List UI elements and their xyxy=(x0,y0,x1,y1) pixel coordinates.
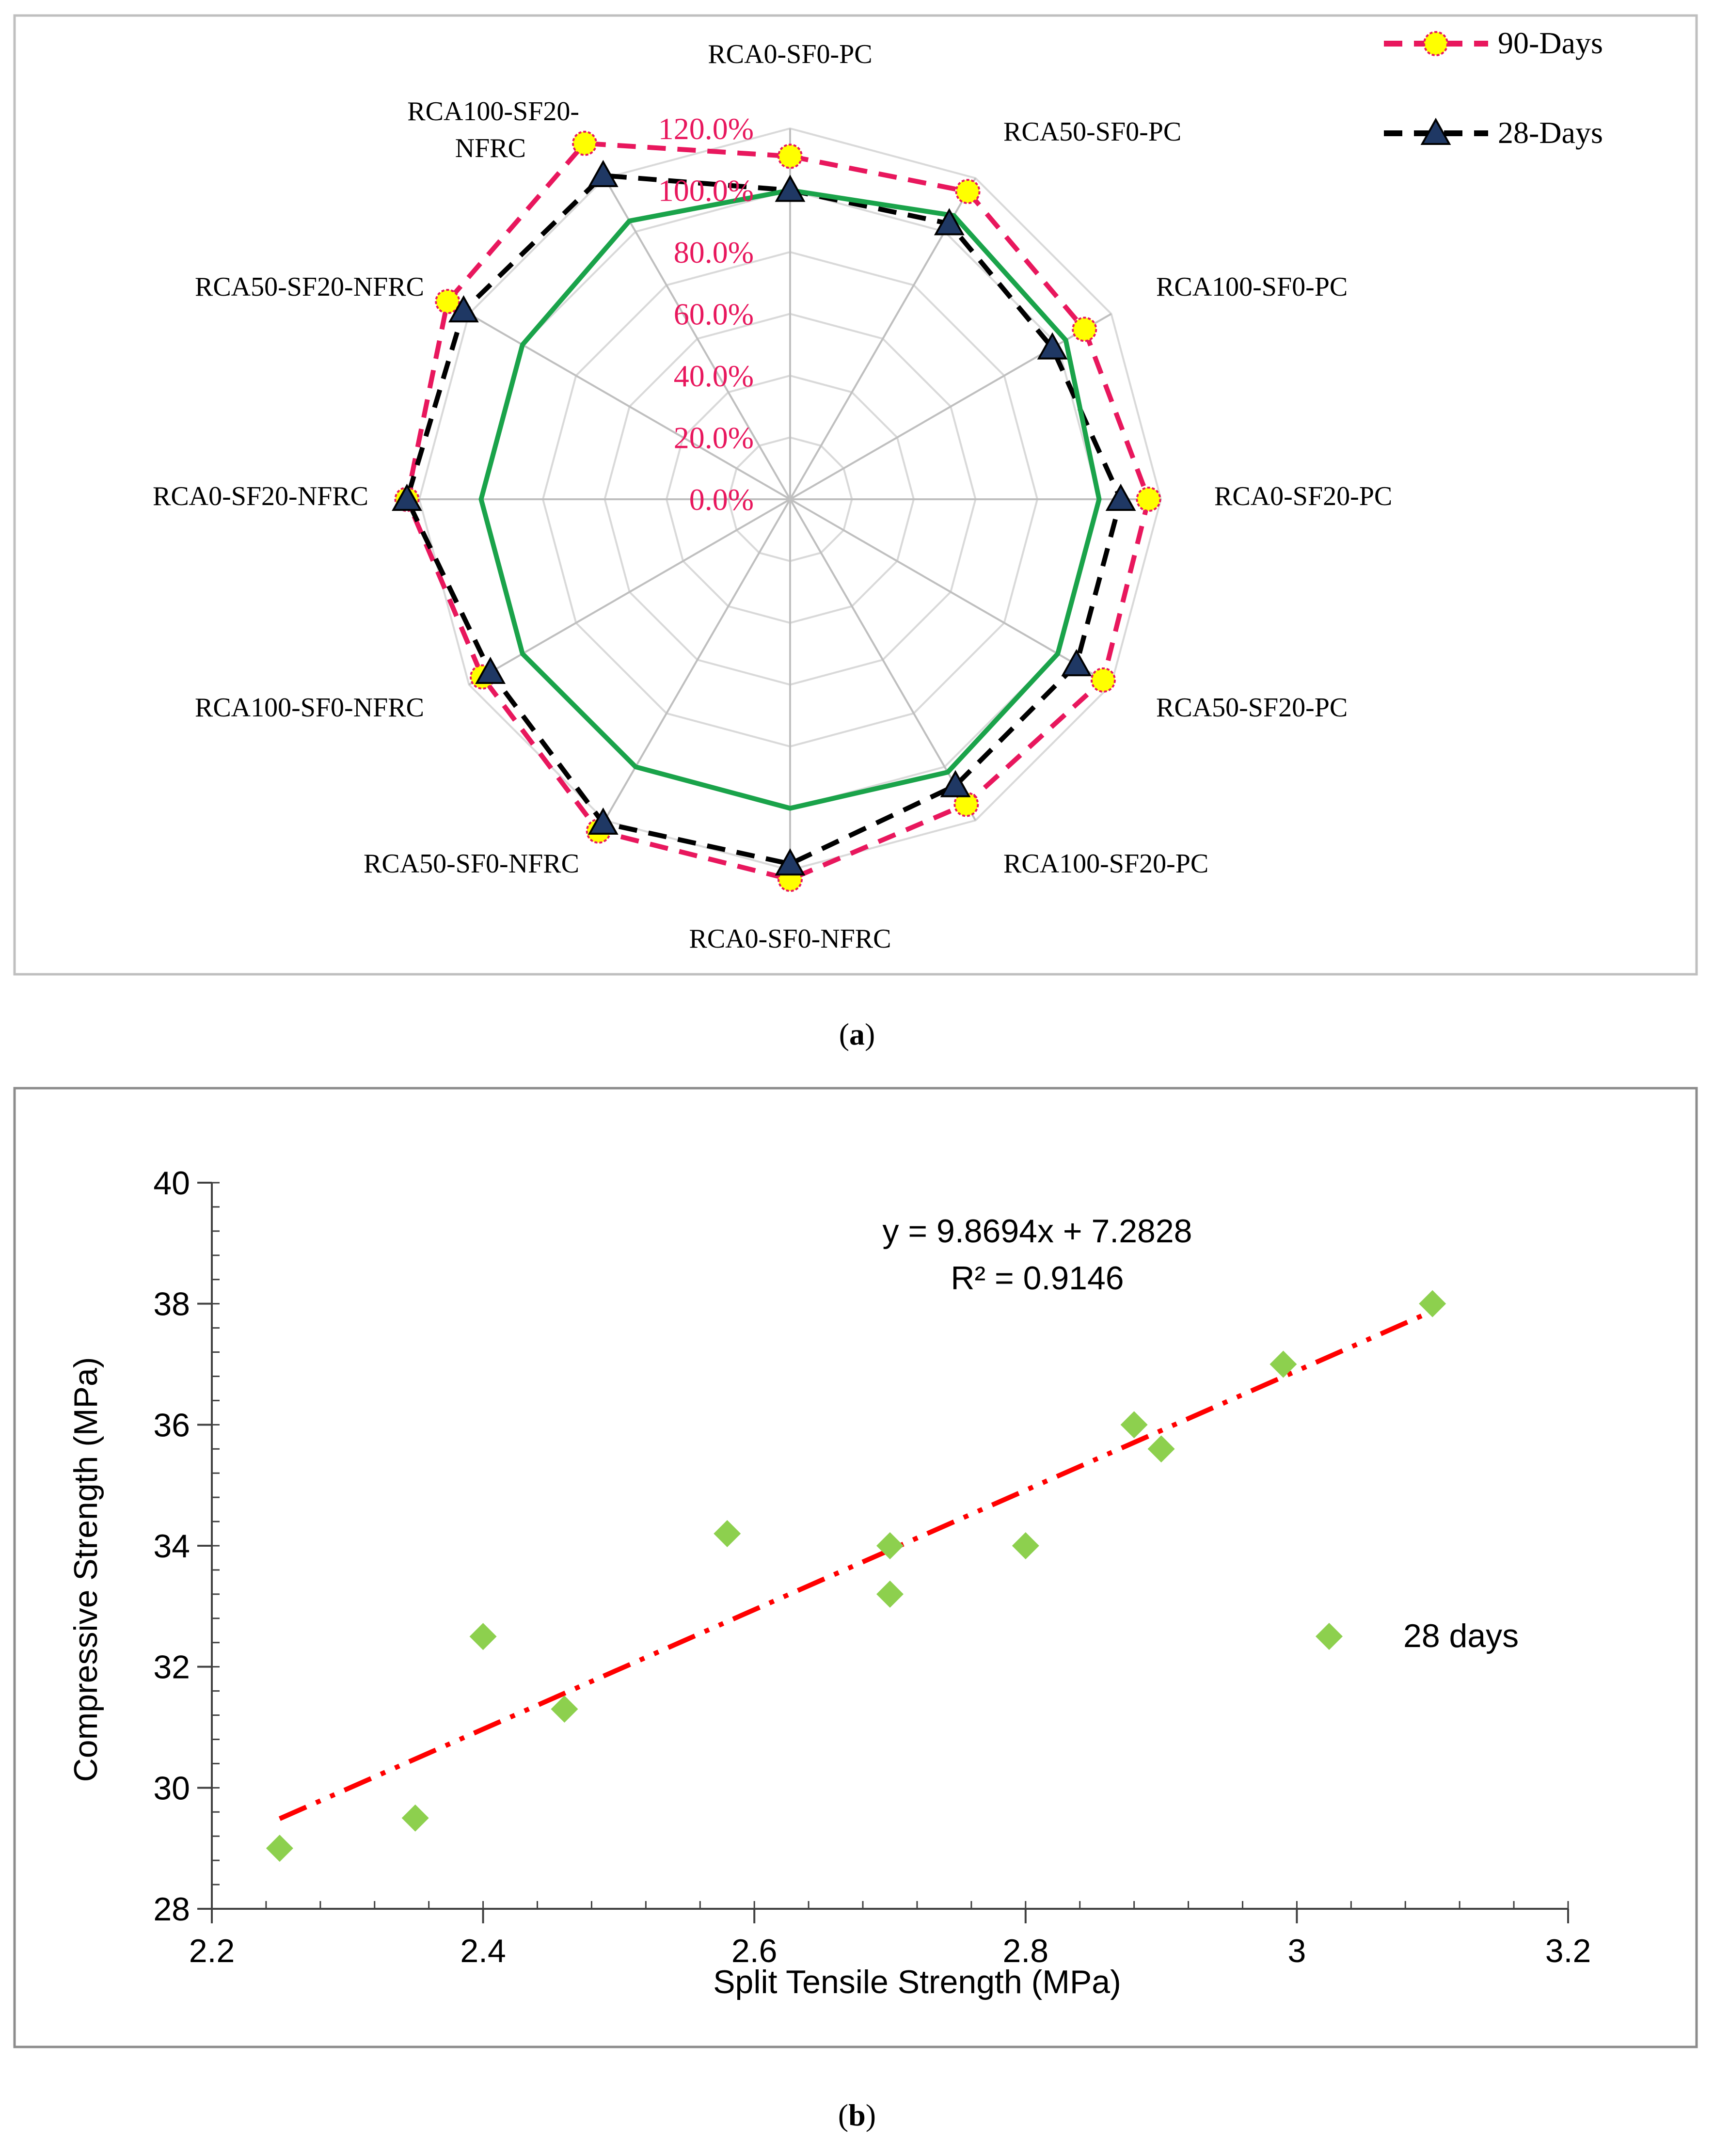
axis-label-rca50-sf20-nfrc: RCA50-SF20-NFRC xyxy=(195,272,424,302)
y-axis-title: Compressive Strength (MPa) xyxy=(67,1357,104,1782)
axis-label-rca100-sf0-pc: RCA100-SF0-PC xyxy=(1156,272,1348,302)
y-tick-label: 40 xyxy=(153,1165,190,1202)
legend-label-90-days: 90-Days xyxy=(1498,26,1603,60)
caption-b: (b) xyxy=(838,2098,876,2132)
x-tick-label: 2.6 xyxy=(731,1933,778,1969)
marker-28-days-rca50-sf0-nfrc xyxy=(587,807,619,835)
marker-90-days-rca0-sf20-pc xyxy=(1136,487,1161,512)
radar-chart: 0.0% 20.0% 40.0% 60.0% 80.0% 100.0% 120.0% RCA0… xyxy=(153,39,1392,954)
axis-label-rca100-sf20-nfrc: RCA100-SF20- xyxy=(407,96,579,127)
x-axis-title: Split Tensile Strength (MPa) xyxy=(713,1964,1121,2000)
legend-marker-90-days xyxy=(1423,31,1448,56)
scatter-legend: 28 days xyxy=(1316,1617,1519,1654)
radar-chart-frame xyxy=(13,14,1698,976)
axis-label-rca100-sf20-pc: RCA100-SF20-PC xyxy=(1003,849,1208,879)
y-tick-label: 38 xyxy=(153,1286,190,1323)
marker-28-days-rca50-sf20-nfrc xyxy=(448,295,479,323)
marker-90-days-rca0-sf0-pc xyxy=(778,143,803,169)
axis-label-rca0-sf20-nfrc: RCA0-SF20-NFRC xyxy=(153,481,368,511)
radar-tick-label: 40.0% xyxy=(674,359,754,393)
radar-tick-label: 0.0% xyxy=(689,482,754,517)
axis-label-rca50-sf0-nfrc: RCA50-SF0-NFRC xyxy=(364,849,579,879)
axis-label-rca0-sf0-pc: RCA0-SF0-PC xyxy=(708,39,872,69)
y-tick-label: 32 xyxy=(153,1649,190,1686)
y-tick-label: 28 xyxy=(153,1891,190,1928)
caption-a: (a) xyxy=(839,1017,875,1051)
marker-90-days-rca50-sf20-pc xyxy=(1090,667,1116,693)
radar-tick-label: 100.0% xyxy=(658,174,754,208)
axis-label-rca0-sf20-pc: RCA0-SF20-PC xyxy=(1214,481,1392,511)
legend-item-28-days: 28-Days xyxy=(1384,115,1603,150)
marker-28-days-rca50-sf20-pc xyxy=(1061,649,1092,677)
axis-label-rca100-sf0-nfrc: RCA100-SF0-NFRC xyxy=(195,693,424,723)
scatter-chart: 28 30 32 34 36 38 40 2.2 2.4 2.6 2.8 3 3.2 xyxy=(153,1165,1591,1969)
marker-28-days-rca0-sf0-pc xyxy=(775,174,806,202)
radar-spoke-rca100-sf20-pc xyxy=(789,498,977,821)
radar-tick-label: 60.0% xyxy=(674,297,754,332)
legend-marker-28-days xyxy=(1420,117,1451,145)
data-point xyxy=(469,1623,497,1650)
marker-90-days-rca100-sf0-pc xyxy=(1072,317,1097,342)
axis-label-rca100-sf20-nfrc: NFRC xyxy=(455,133,526,163)
data-point xyxy=(1270,1350,1297,1378)
x-tick-label: 3.2 xyxy=(1545,1933,1591,1969)
data-point xyxy=(1120,1411,1148,1439)
data-point xyxy=(1012,1532,1039,1559)
data-point xyxy=(401,1804,429,1832)
data-point xyxy=(714,1520,741,1548)
marker-28-days-rca50-sf0-pc xyxy=(934,208,965,236)
data-point xyxy=(1147,1435,1175,1463)
radar-tick-label: 80.0% xyxy=(674,235,754,270)
x-tick-label: 3 xyxy=(1287,1933,1306,1969)
data-point xyxy=(876,1532,904,1559)
legend-label-28-days: 28-Days xyxy=(1498,115,1603,150)
data-point xyxy=(1419,1290,1446,1317)
marker-28-days-rca0-sf0-nfrc xyxy=(775,848,806,876)
caption-b-letter: b xyxy=(848,2098,866,2132)
marker-28-days-rca0-sf20-pc xyxy=(1105,483,1136,511)
marker-90-days-rca100-sf20-nfrc xyxy=(572,130,598,156)
legend-label-28-days-scatter: 28 days xyxy=(1403,1617,1519,1654)
axis-label-rca50-sf0-pc: RCA50-SF0-PC xyxy=(1003,117,1181,147)
radar-legend: 90-Days 28-Days xyxy=(1384,26,1603,150)
marker-28-days-rca0-sf20-nfrc xyxy=(392,483,422,511)
axis-label-rca50-sf20-pc: RCA50-SF20-PC xyxy=(1156,693,1348,723)
r-squared-label: R² = 0.9146 xyxy=(951,1260,1124,1297)
axis-label-rca0-sf0-nfrc: RCA0-SF0-NFRC xyxy=(689,924,891,954)
scatter-chart-frame xyxy=(13,1087,1698,2048)
radar-tick-label: 120.0% xyxy=(658,111,754,146)
x-tick-label: 2.4 xyxy=(460,1933,506,1969)
radar-tick-label: 20.0% xyxy=(674,421,754,455)
trendline-equation: y = 9.8694x + 7.2828 xyxy=(883,1213,1192,1250)
data-point xyxy=(876,1580,904,1608)
radar-spoke-rca100-sf20-nfrc xyxy=(603,177,791,500)
x-tick-label: 2.2 xyxy=(189,1933,235,1969)
marker-28-days-rca100-sf0-pc xyxy=(1037,332,1068,360)
marker-90-days-rca50-sf0-pc xyxy=(955,179,981,205)
marker-90-days-rca50-sf20-nfrc xyxy=(435,289,460,314)
caption-a-letter: a xyxy=(849,1017,865,1051)
legend-marker-28-days-diamond xyxy=(1316,1623,1343,1650)
marker-28-days-rca100-sf0-nfrc xyxy=(475,656,506,684)
marker-28-days-rca100-sf20-pc xyxy=(940,770,971,797)
data-point xyxy=(266,1835,293,1862)
marker-28-days-rca100-sf20-nfrc xyxy=(587,159,619,187)
legend-item-90-days: 90-Days xyxy=(1384,26,1603,60)
trendline xyxy=(278,1309,1434,1821)
series-line-reference xyxy=(478,188,1102,811)
y-tick-label: 30 xyxy=(153,1770,190,1807)
y-tick-label: 34 xyxy=(153,1528,190,1565)
y-tick-label: 36 xyxy=(153,1407,190,1443)
data-point xyxy=(551,1696,578,1723)
x-tick-label: 2.8 xyxy=(1003,1933,1049,1969)
